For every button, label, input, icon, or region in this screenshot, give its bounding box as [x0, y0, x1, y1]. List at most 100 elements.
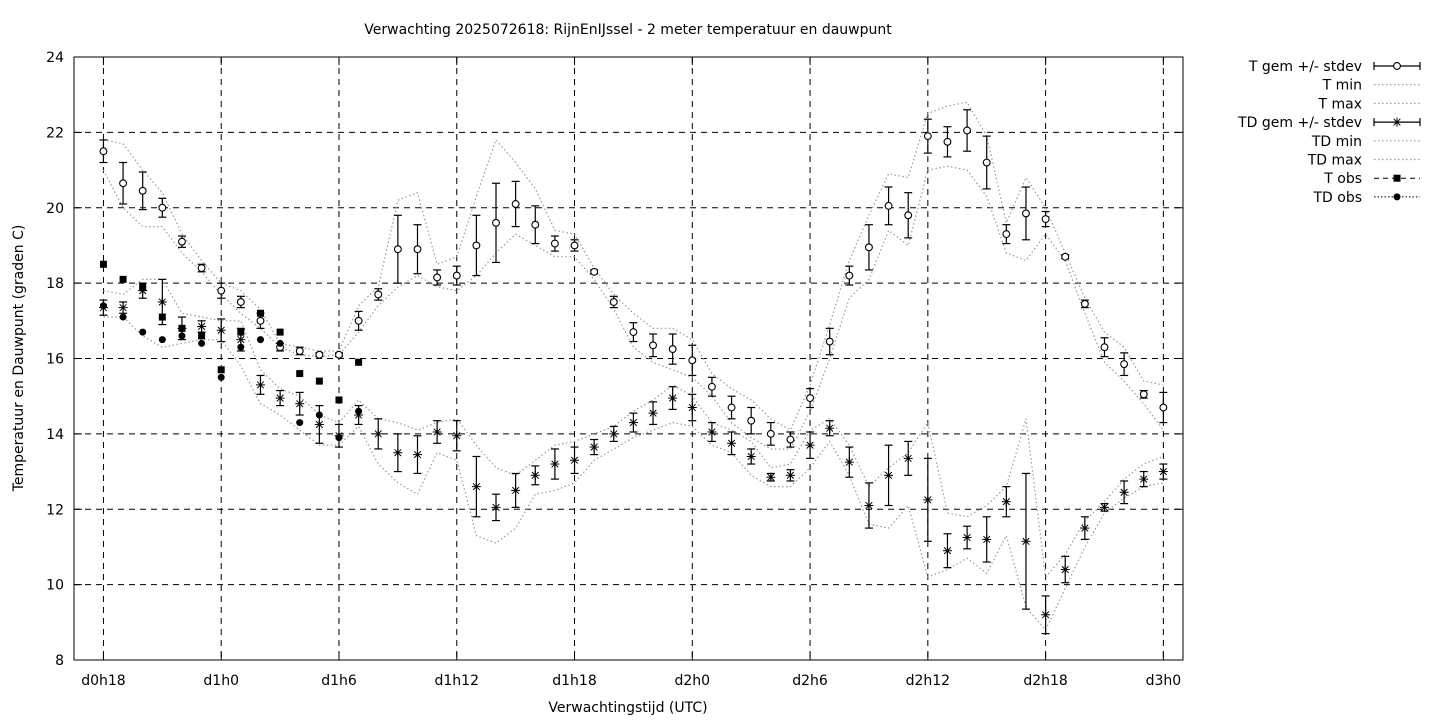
td-gem-marker: [628, 418, 638, 428]
td-gem-marker: [648, 408, 658, 418]
t-gem-point: [177, 235, 186, 248]
grid-lines: [74, 57, 1183, 660]
t-gem-point: [727, 395, 736, 420]
td-gem-marker: [118, 303, 128, 313]
t-gem-marker: [472, 241, 481, 250]
t-gem-marker: [295, 347, 304, 355]
legend-label: T obs: [1323, 171, 1362, 187]
td-gem-point: [511, 472, 521, 508]
t-gem-marker: [1139, 390, 1148, 399]
t-gem-marker: [845, 271, 854, 280]
td-obs-marker: [256, 336, 264, 344]
t-gem-marker: [766, 429, 775, 438]
t-gem-point: [864, 224, 873, 271]
td-gem-marker: [923, 495, 933, 505]
series-layer: [98, 101, 1168, 635]
t-gem-marker: [531, 220, 540, 229]
t-gem-point: [590, 267, 599, 276]
td-gem-point: [727, 431, 737, 456]
t-gem-point: [197, 263, 206, 273]
td-gem-point: [216, 318, 226, 343]
td-gem-point: [197, 320, 207, 333]
t-gem-point: [649, 333, 658, 358]
td-gem-point: [1001, 486, 1011, 518]
td-gem-point: [373, 418, 383, 450]
td-gem-point: [1021, 472, 1031, 610]
x-tick-label: d0h18: [81, 673, 125, 689]
td-obs-marker: [276, 339, 284, 347]
td-gem-marker: [903, 453, 913, 463]
t-gem-point: [904, 192, 913, 239]
td-gem-point: [570, 446, 580, 475]
td-gem-marker: [589, 442, 599, 452]
t-gem-marker: [1041, 215, 1050, 224]
t-gem-point: [119, 161, 128, 205]
td-gem-marker: [1041, 610, 1051, 620]
t-gem-marker: [1100, 343, 1109, 352]
t-gem-marker: [354, 316, 363, 325]
td-gem-marker: [255, 380, 265, 390]
td-gem-marker: [1158, 467, 1168, 477]
td-gem-point: [962, 525, 972, 550]
t-gem-marker: [550, 239, 559, 248]
y-tick-label: 20: [46, 201, 64, 217]
t-gem-marker: [393, 245, 402, 254]
t-obs-marker: [296, 370, 304, 378]
td-gem-marker: [570, 455, 580, 465]
t-obs-marker: [99, 260, 107, 268]
t-gem-point: [963, 109, 972, 152]
t-gem-marker: [570, 241, 579, 250]
td-gem-marker: [864, 500, 874, 510]
td-obs-marker: [217, 373, 225, 381]
t-gem-marker: [864, 243, 873, 252]
legend-label: TD obs: [1312, 190, 1362, 206]
td-gem-marker: [1139, 474, 1149, 484]
td-obs-marker: [99, 302, 107, 310]
t-gem-point: [1080, 299, 1089, 309]
td-gem-marker: [197, 321, 207, 331]
t-gem-marker: [668, 345, 677, 354]
t-gem-point: [413, 224, 422, 275]
t-gem-point: [1061, 252, 1070, 261]
t-obs-marker: [139, 283, 147, 291]
legend-star: [1392, 117, 1402, 127]
plot-frame: [73, 56, 1184, 661]
legend-sample: [1374, 193, 1420, 201]
t-gem-point: [707, 376, 716, 397]
td-gem-point: [589, 438, 599, 456]
t-gem-marker: [982, 158, 991, 167]
t-gem-point: [531, 205, 540, 245]
x-tick-label: d1h0: [203, 673, 239, 689]
td-gem-point: [628, 412, 638, 433]
t-gem-marker: [158, 203, 167, 212]
td-gem-marker: [1099, 502, 1109, 512]
t-gem-marker: [197, 264, 206, 272]
td-gem-point: [1158, 463, 1168, 480]
t-gem-point: [747, 406, 756, 435]
t-gem-point: [138, 171, 147, 211]
t-gem-point: [550, 235, 559, 252]
td-gem-marker: [746, 451, 756, 461]
td-gem-point: [609, 425, 619, 443]
td-gem-marker: [727, 438, 737, 448]
td-gem-marker: [609, 429, 619, 439]
t-gem-marker: [943, 137, 952, 146]
t-gem-point: [688, 344, 697, 377]
td-gem-point: [707, 421, 717, 443]
t-gem-marker: [413, 245, 422, 254]
td-gem-point: [1139, 470, 1149, 488]
t-gem-point: [393, 214, 402, 284]
td-gem-point: [668, 386, 678, 410]
td-gem-marker: [785, 470, 795, 480]
legend-label: TD min: [1311, 134, 1362, 150]
td-obs-marker: [315, 411, 323, 419]
t-gem-point: [923, 118, 932, 154]
td-obs-marker: [139, 328, 147, 336]
td-gem-point: [923, 457, 933, 542]
t-gem-point: [609, 295, 618, 309]
td-gem-marker: [295, 399, 305, 409]
td-gem-point: [491, 493, 501, 522]
legend-sample: [1373, 117, 1421, 127]
td-min-line: [103, 316, 1164, 631]
t-gem-point: [570, 239, 579, 252]
